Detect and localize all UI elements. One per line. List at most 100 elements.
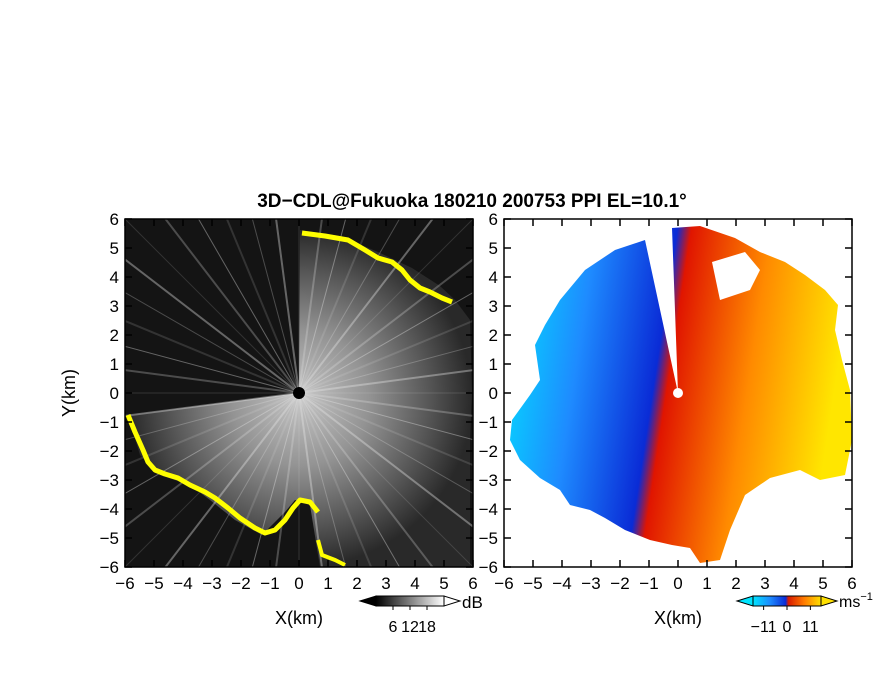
right-x-axis-label: X(km): [654, 608, 702, 628]
right-x-tick-label: 1: [702, 574, 711, 593]
left-y-tick-label: 4: [110, 268, 119, 287]
ray-spoke: [125, 219, 300, 394]
intensity-colorbar-tick-label: 18: [418, 619, 436, 636]
ray-spoke: [225, 219, 300, 394]
ray-spoke: [298, 392, 434, 567]
left-axes: −6 −5 −4 −3 −2 −1 0 1 2 3 4 5 6 −6 −5 −4 −3 −2 −1 0 1 2 3 4 5 6: [100, 210, 478, 593]
ray-spoke: [125, 392, 300, 417]
ray-spoke: [298, 392, 373, 567]
left-y-tick-label: 3: [110, 297, 119, 316]
intensity-colorbar-left-arrow: [358, 595, 377, 607]
ray-spoke: [298, 219, 373, 394]
intensity-colorbar-ticks: 6 12 18: [389, 606, 436, 636]
right-y-tick-label: 1: [489, 355, 498, 374]
right-y-tick-label: 0: [489, 384, 498, 403]
right-x-tick-label: −3: [581, 574, 600, 593]
chart-title: 3D−CDL@Fukuoka 180210 200753 PPI EL=10.1…: [257, 191, 687, 212]
ray-spoke: [298, 392, 473, 495]
left-panel: −6 −5 −4 −3 −2 −1 0 1 2 3 4 5 6 −6 −5 −4 −3 −2 −1 0 1 2 3 4 5 6 X…: [59, 210, 478, 628]
ray-spoke: [125, 392, 300, 467]
left-x-tick-label: 5: [439, 574, 448, 593]
velocity-colorbar-tick-label: 11: [802, 619, 819, 636]
left-y-tick-label: −5: [100, 529, 119, 548]
velocity-colorbar-right-arrow: [820, 595, 839, 607]
ray-spoke: [125, 291, 300, 394]
right-x-tick-label: 2: [731, 574, 740, 593]
ray-spoke: [298, 392, 473, 467]
left-x-tick-label: −5: [144, 574, 163, 593]
left-x-tick-label: −4: [173, 574, 192, 593]
left-x-axis-label: X(km): [275, 608, 323, 628]
velocity-colorbar-unit: ms−1: [839, 591, 873, 611]
right-x-tick-label: −2: [610, 574, 629, 593]
right-y-tick-label: −4: [479, 500, 498, 519]
right-x-tick-label: −1: [639, 574, 658, 593]
ray-spoke: [298, 219, 323, 394]
left-x-tick-label: −3: [202, 574, 221, 593]
left-x-tick-label: 2: [352, 574, 361, 593]
left-y-tick-label: 2: [110, 326, 119, 345]
ray-spoke: [298, 258, 473, 394]
right-y-tick-label: −6: [479, 558, 498, 577]
left-y-tick-label: 5: [110, 239, 119, 258]
velocity-colorbar-unit-base: ms: [839, 594, 860, 611]
left-ray-spokes: [125, 219, 473, 567]
right-x-tick-label: 6: [847, 574, 856, 593]
right-y-tick-label: −2: [479, 442, 498, 461]
ray-spoke: [125, 392, 300, 441]
left-y-tick-label: −4: [100, 500, 119, 519]
ray-spoke: [197, 392, 300, 567]
ray-spoke: [298, 392, 473, 417]
velocity-colorbar: −11 0 11 ms−1: [735, 591, 873, 636]
intensity-colorbar-scale: [375, 595, 445, 607]
left-x-tick-label: −1: [260, 574, 279, 593]
ray-spoke: [298, 369, 473, 394]
ray-spoke: [225, 392, 300, 567]
intensity-colorbar: 6 12 18 dB: [358, 593, 483, 636]
right-panel: −6 −5 −4 −3 −2 −1 0 1 2 3 4 5 6 −6 −5 −4 −3 −2 −1 0 1 2 3 4 5 6 X…: [479, 210, 857, 628]
right-x-tick-label: 0: [673, 574, 682, 593]
ray-spoke: [298, 219, 473, 394]
left-y-tick-label: 0: [110, 384, 119, 403]
ray-spoke: [164, 392, 300, 567]
ray-spoke: [298, 345, 473, 394]
ray-spoke: [251, 392, 300, 567]
left-y-axis-label: Y(km): [59, 369, 79, 417]
left-x-tick-label: 6: [468, 574, 477, 593]
right-y-tick-label: −5: [479, 529, 498, 548]
right-y-tick-label: 4: [489, 268, 498, 287]
velocity-colorbar-ticks: −11 0 11: [751, 606, 819, 636]
ray-spoke: [298, 392, 347, 567]
right-x-tick-label: −5: [523, 574, 542, 593]
right-y-tick-label: 5: [489, 239, 498, 258]
left-edge-highlight-lower: [125, 414, 320, 536]
left-y-tick-label: −1: [100, 413, 119, 432]
left-y-tick-label: −3: [100, 471, 119, 490]
ray-spoke: [125, 392, 300, 528]
velocity-colorbar-tick-label: −11: [751, 619, 777, 636]
ray-spoke: [125, 392, 300, 495]
right-axes: −6 −5 −4 −3 −2 −1 0 1 2 3 4 5 6 −6 −5 −4 −3 −2 −1 0 1 2 3 4 5 6: [479, 210, 857, 593]
right-y-tick-label: −1: [479, 413, 498, 432]
ray-spoke: [197, 219, 300, 394]
left-edge-highlight-bottom: [316, 539, 346, 567]
ray-spoke: [125, 345, 300, 394]
right-x-tick-label: 3: [760, 574, 769, 593]
right-y-tick-label: 6: [489, 210, 498, 229]
ray-spoke: [298, 392, 473, 567]
intensity-colorbar-tick-label: 6: [389, 619, 398, 636]
left-y-tick-label: 1: [110, 355, 119, 374]
right-x-tick-label: −6: [494, 574, 513, 593]
velocity-colorbar-scale: [752, 595, 822, 607]
ray-spoke: [125, 319, 300, 394]
ray-spoke: [275, 219, 300, 394]
right-y-tick-label: 3: [489, 297, 498, 316]
right-x-tick-label: 4: [789, 574, 798, 593]
right-y-tick-label: −3: [479, 471, 498, 490]
velocity-colorbar-left-arrow: [735, 595, 754, 607]
ray-spoke: [251, 219, 300, 394]
ray-spoke: [298, 219, 347, 394]
intensity-colorbar-unit: dB: [462, 593, 483, 612]
velocity-colorbar-unit-exponent: −1: [860, 591, 873, 603]
